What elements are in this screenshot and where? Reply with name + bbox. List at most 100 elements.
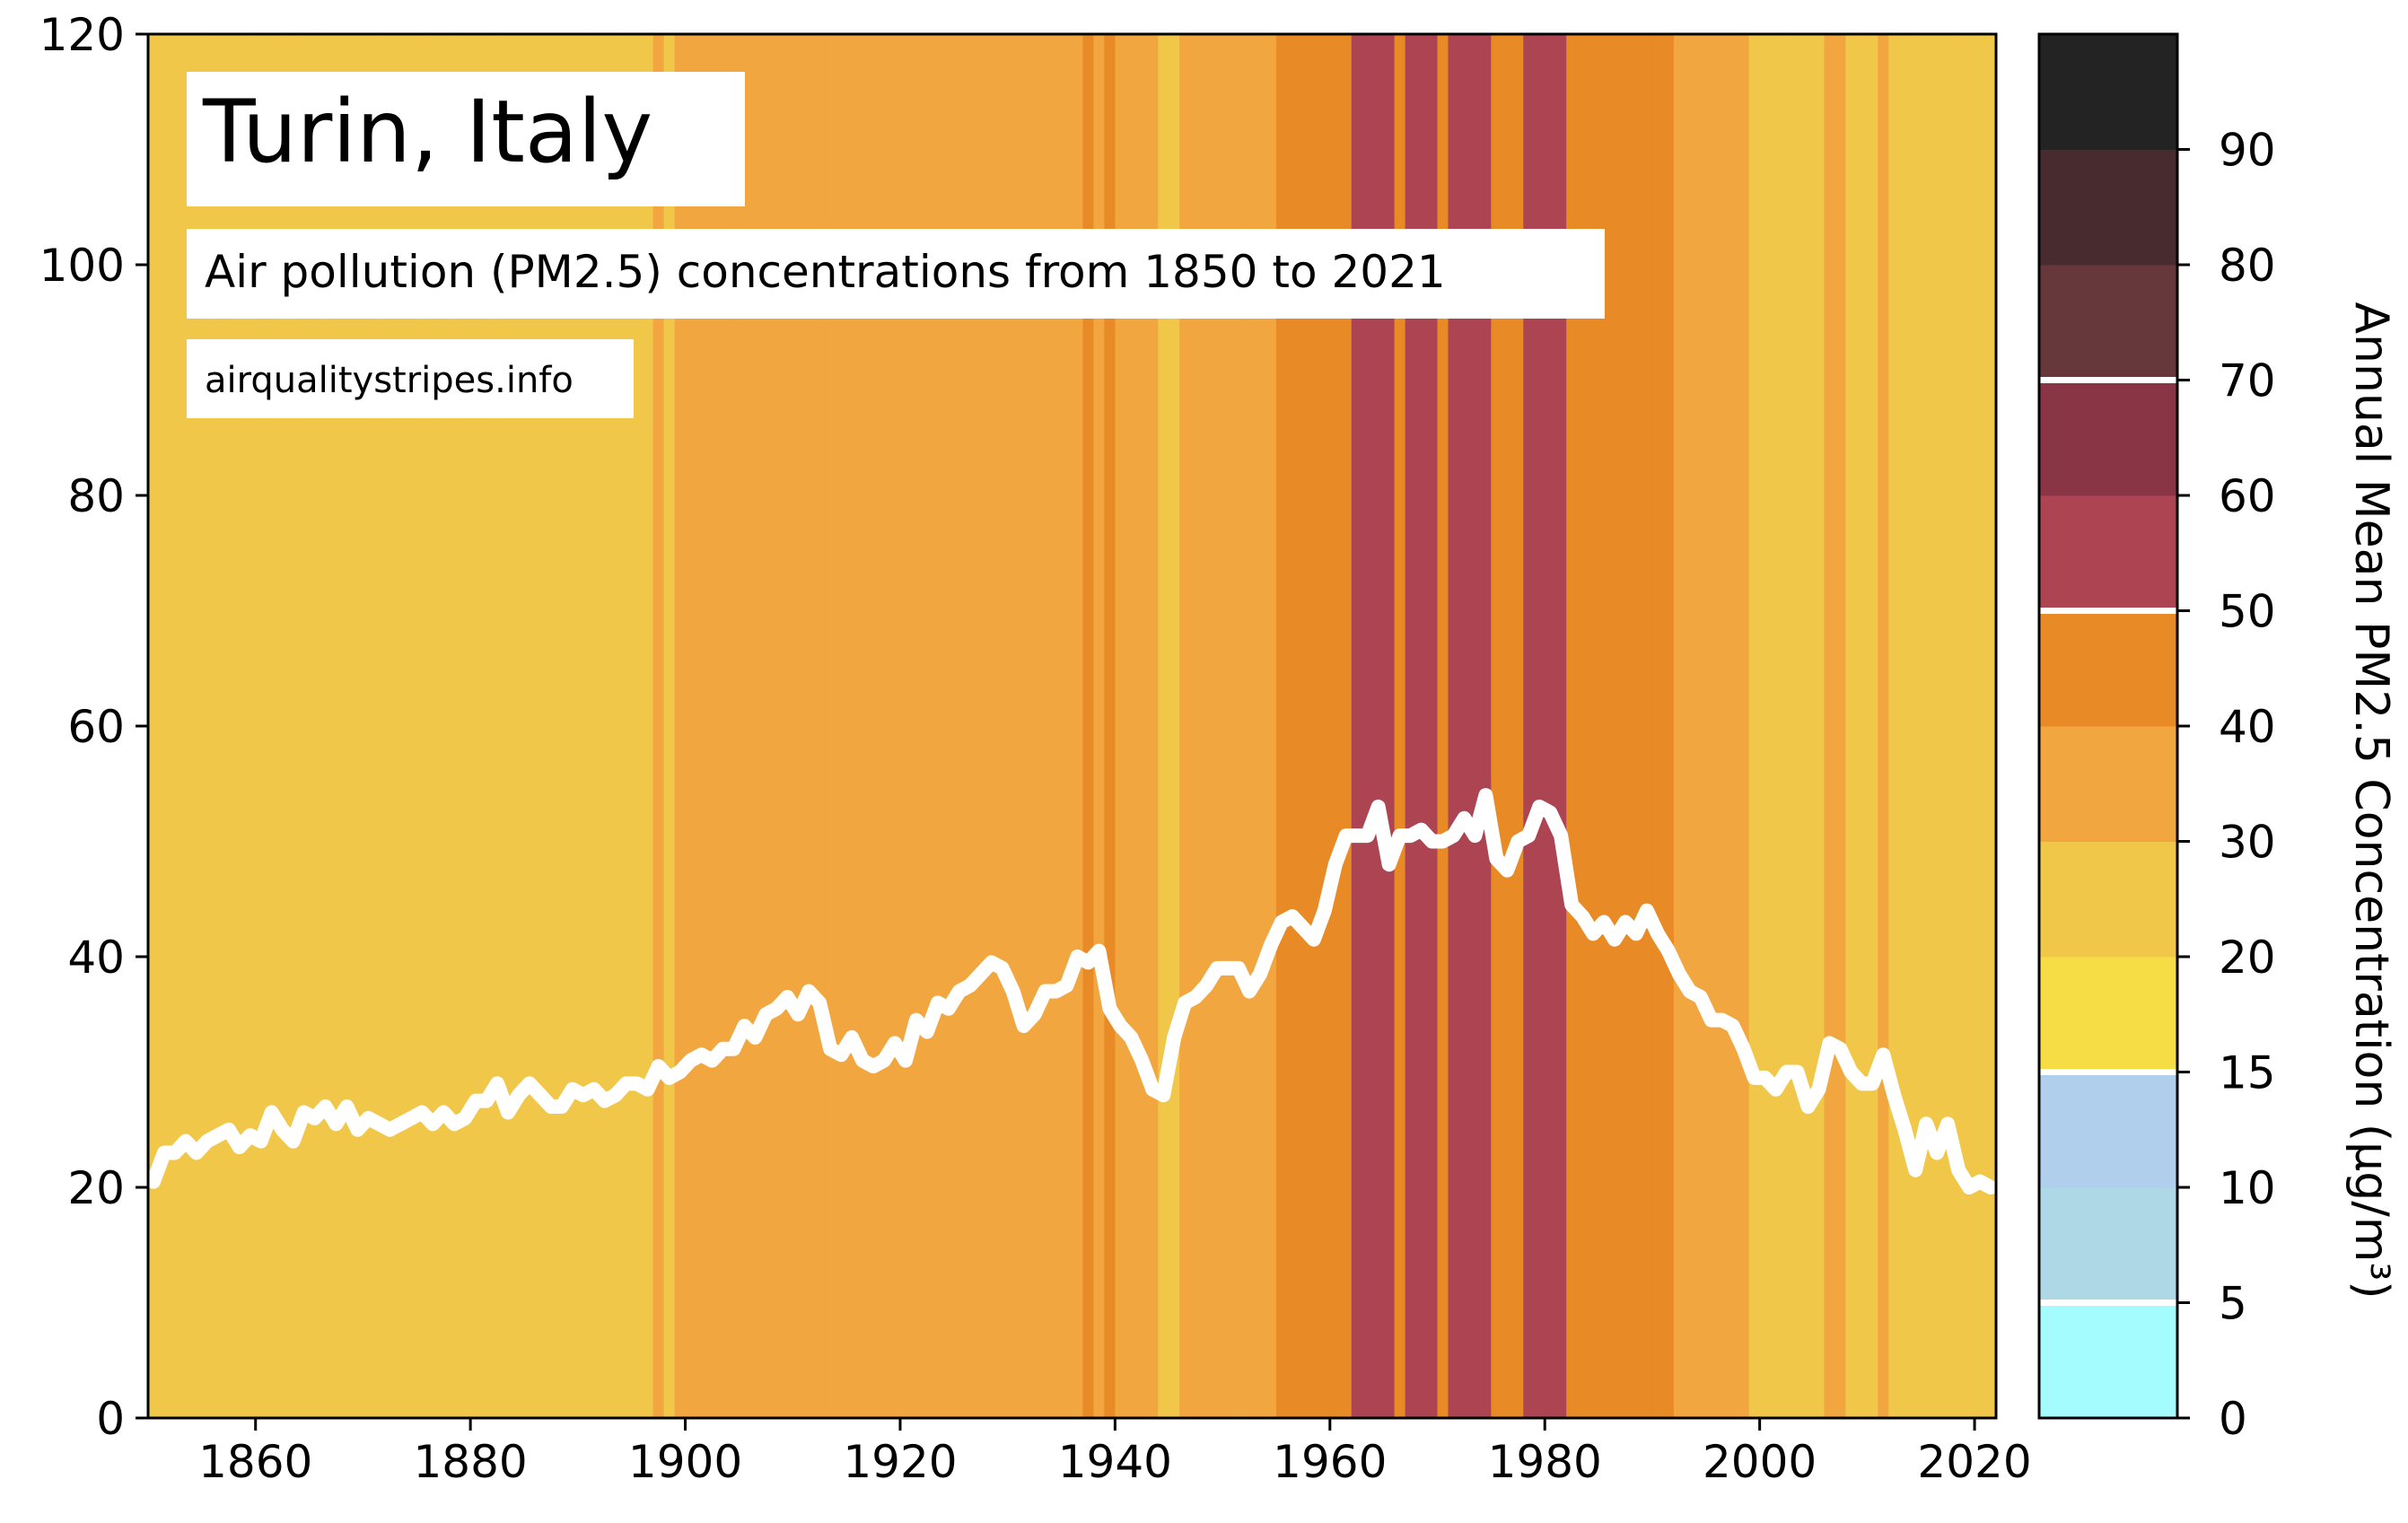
data-point-1942 — [1141, 1059, 1143, 1062]
data-point-2016 — [1936, 1151, 1939, 1154]
x-tick-label-2020: 2020 — [1917, 1436, 2031, 1488]
stripe-1913 — [825, 34, 836, 1418]
stripe-1989 — [1641, 34, 1653, 1418]
data-point-2010 — [1871, 1082, 1874, 1085]
source-box — [187, 339, 634, 418]
stripe-1973 — [1469, 34, 1481, 1418]
colorbar-tick-label-10: 10 — [2219, 1162, 2276, 1214]
data-point-1966 — [1398, 835, 1401, 837]
stripe-1908 — [771, 34, 783, 1418]
data-point-1887 — [549, 1106, 552, 1108]
data-point-1943 — [1151, 1088, 1154, 1090]
data-point-1920 — [904, 1059, 906, 1062]
data-point-2021 — [1990, 1186, 1992, 1188]
stripe-1957 — [1297, 34, 1309, 1418]
data-point-1935 — [1065, 985, 1068, 987]
stripe-1987 — [1620, 34, 1632, 1418]
data-point-1958 — [1312, 938, 1315, 941]
data-point-1976 — [1506, 869, 1509, 871]
stripe-2011 — [1878, 34, 1889, 1418]
colorbar-bin-6 — [2039, 610, 2177, 727]
data-point-1888 — [560, 1106, 563, 1108]
data-point-1932 — [1033, 1013, 1036, 1016]
data-point-1962 — [1355, 835, 1358, 837]
stripe-1937 — [1082, 34, 1095, 1418]
data-point-1925 — [958, 990, 960, 993]
stripe-2019 — [1964, 34, 1975, 1418]
stripe-1955 — [1275, 34, 1288, 1418]
colorbar-tick-label-40: 40 — [2219, 701, 2276, 753]
data-point-1881 — [486, 1099, 488, 1102]
stripe-1852 — [169, 34, 181, 1418]
data-point-1896 — [646, 1088, 649, 1090]
stripe-1971 — [1448, 34, 1460, 1418]
stripe-1967 — [1405, 34, 1417, 1418]
stripe-1925 — [953, 34, 966, 1418]
stripe-1910 — [792, 34, 804, 1418]
data-point-1946 — [1184, 1002, 1186, 1004]
stripe-1922 — [921, 34, 933, 1418]
stripe-2007 — [1834, 34, 1847, 1418]
stripe-1949 — [1212, 34, 1223, 1418]
stripe-1914 — [836, 34, 847, 1418]
stripe-1948 — [1201, 34, 1213, 1418]
stripe-1982 — [1566, 34, 1578, 1418]
stripe-1954 — [1265, 34, 1277, 1418]
stripe-1934 — [1050, 34, 1063, 1418]
data-point-1939 — [1108, 1007, 1111, 1010]
data-point-1851 — [162, 1151, 165, 1154]
stripe-1850 — [148, 34, 160, 1418]
data-point-1984 — [1592, 932, 1595, 935]
data-point-1964 — [1377, 805, 1379, 808]
stripe-1947 — [1190, 34, 1202, 1418]
chart-title: Turin, Italy — [202, 82, 652, 182]
data-point-1857 — [227, 1128, 230, 1131]
stripe-1999 — [1748, 34, 1761, 1418]
stripe-1950 — [1222, 34, 1234, 1418]
data-point-1872 — [389, 1128, 391, 1131]
stripe-1964 — [1372, 34, 1385, 1418]
data-point-1853 — [184, 1140, 187, 1142]
data-point-1901 — [700, 1054, 703, 1056]
data-point-1993 — [1688, 990, 1691, 993]
stripe-1940 — [1115, 34, 1126, 1418]
data-point-1907 — [765, 1013, 767, 1016]
stripe-2018 — [1953, 34, 1965, 1418]
stripe-2020 — [1975, 34, 1986, 1418]
stripe-1916 — [857, 34, 869, 1418]
pm25-series-line — [145, 788, 1999, 1195]
stripe-1946 — [1179, 34, 1191, 1418]
data-point-2018 — [1957, 1169, 1960, 1171]
data-point-1991 — [1667, 950, 1669, 952]
data-point-1850 — [152, 1180, 154, 1183]
x-tick-label-1960: 1960 — [1273, 1436, 1387, 1488]
data-point-1930 — [1011, 990, 1014, 993]
data-point-1858 — [238, 1146, 241, 1149]
stripe-1930 — [1007, 34, 1020, 1418]
data-point-1905 — [743, 1025, 746, 1028]
stripe-2013 — [1899, 34, 1911, 1418]
data-point-1910 — [797, 1013, 800, 1016]
colorbar-bin-2 — [2039, 1072, 2177, 1188]
colorbar-bin-9 — [2039, 265, 2177, 381]
data-point-1908 — [775, 1007, 778, 1010]
data-point-1953 — [1258, 973, 1261, 976]
data-point-1990 — [1656, 932, 1659, 935]
stripe-1923 — [932, 34, 944, 1418]
stripe-1920 — [899, 34, 912, 1418]
data-point-2007 — [1839, 1047, 1842, 1050]
data-point-1937 — [1087, 961, 1090, 964]
data-point-1859 — [249, 1134, 251, 1137]
colorbar-bin-0 — [2039, 1302, 2177, 1419]
stripe-1972 — [1458, 34, 1471, 1418]
stripe-1915 — [846, 34, 858, 1418]
stripe-1996 — [1716, 34, 1729, 1418]
data-point-1917 — [872, 1065, 875, 1068]
colorbar-tick-label-30: 30 — [2219, 817, 2276, 869]
stripe-2005 — [1813, 34, 1826, 1418]
data-point-1933 — [1044, 990, 1046, 993]
data-point-1944 — [1162, 1094, 1165, 1097]
colorbar-label: Annual Mean PM2.5 Concentration (μg/m³) — [2344, 302, 2398, 1299]
stripe-1988 — [1630, 34, 1642, 1418]
data-point-1950 — [1227, 967, 1230, 969]
